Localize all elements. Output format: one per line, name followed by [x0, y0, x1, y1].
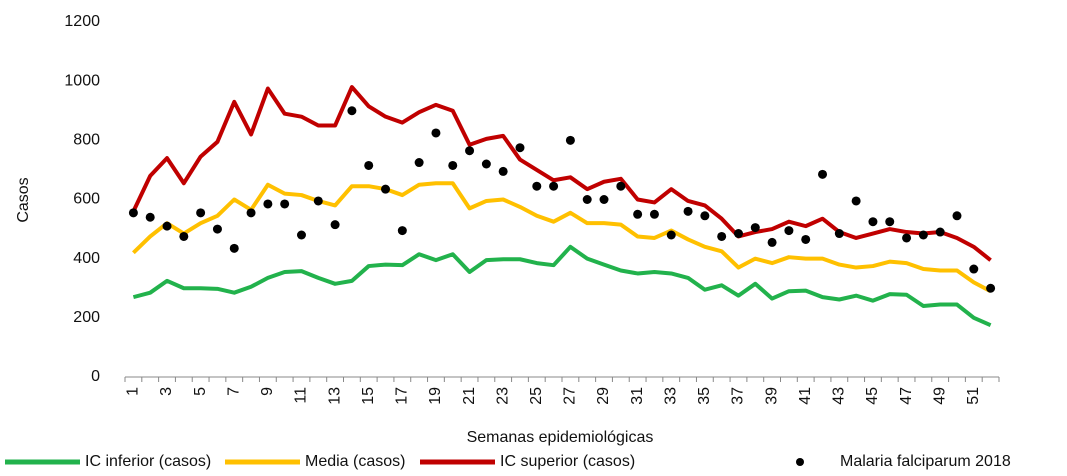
scatter-point — [145, 212, 155, 222]
scatter-point — [414, 158, 424, 168]
x-tick-label: 27 — [562, 387, 579, 405]
scatter-point — [683, 206, 693, 216]
scatter-point — [616, 181, 626, 191]
scatter-point — [733, 229, 743, 239]
legend-label: IC inferior (casos) — [85, 453, 211, 470]
scatter-point — [717, 231, 727, 241]
x-tick-label: 9 — [259, 387, 276, 396]
scatter-point — [918, 230, 928, 240]
scatter-point — [347, 106, 357, 116]
scatter-point — [330, 220, 340, 230]
scatter-point — [196, 208, 206, 218]
x-tick-label: 5 — [192, 387, 209, 396]
y-tick-label: 400 — [73, 250, 100, 267]
scatter-point — [532, 181, 542, 191]
x-tick-label: 43 — [831, 387, 848, 405]
y-tick-label: 800 — [73, 132, 100, 149]
scatter-point — [952, 211, 962, 221]
scatter-point — [549, 181, 559, 191]
scatter-point — [885, 217, 895, 227]
scatter-point — [162, 221, 172, 231]
scatter-point — [397, 226, 407, 236]
scatter-point — [986, 283, 996, 293]
scatter-point — [296, 230, 306, 240]
x-tick-label: 47 — [898, 387, 915, 405]
y-tick-label: 200 — [73, 309, 100, 326]
x-tick-label: 23 — [494, 387, 511, 405]
x-tick-label: 45 — [864, 387, 881, 405]
line-series — [132, 181, 992, 293]
scatter-point — [902, 233, 912, 243]
scatter-point — [229, 243, 239, 253]
scatter-point — [935, 227, 945, 237]
x-tick-label: 3 — [158, 387, 175, 396]
scatter-point — [700, 211, 710, 221]
y-tick-label: 1000 — [64, 72, 100, 89]
legend-marker — [796, 458, 804, 466]
scatter-point — [969, 264, 979, 274]
x-axis-title: Semanas epidemiológicas — [467, 429, 654, 446]
x-tick-label: 25 — [528, 387, 545, 405]
scatter-point — [448, 160, 458, 170]
scatter-point — [498, 166, 508, 176]
scatter-point — [565, 135, 575, 145]
scatter-point — [246, 208, 256, 218]
scatter-point — [801, 234, 811, 244]
legend-label: Media (casos) — [305, 453, 405, 470]
x-tick-label: 19 — [427, 387, 444, 405]
scatter-point — [851, 196, 861, 206]
x-tick-label: 31 — [629, 387, 646, 405]
x-tick-label: 41 — [797, 387, 814, 405]
legend-label: Malaria falciparum 2018 — [840, 453, 1011, 470]
x-tick-label: 39 — [763, 387, 780, 405]
x-tick-label: 11 — [293, 387, 310, 404]
x-tick-label: 7 — [225, 387, 242, 396]
x-tick-label: 21 — [461, 387, 478, 405]
x-tick-label: 15 — [360, 387, 377, 405]
line-series — [132, 244, 992, 328]
x-tick-label: 35 — [696, 387, 713, 405]
y-axis-title: Casos — [15, 177, 32, 222]
scatter-point — [364, 160, 374, 170]
scatter-point — [582, 195, 592, 204]
x-tick-label: 33 — [662, 387, 679, 405]
scatter-point — [179, 231, 189, 241]
scatter-point — [465, 146, 475, 156]
x-tick-label: 51 — [965, 387, 982, 405]
scatter-point — [128, 208, 138, 218]
scatter-point — [649, 209, 659, 219]
scatter-point — [313, 196, 323, 206]
scatter-point — [481, 159, 491, 169]
scatter-point — [784, 226, 794, 236]
x-tick-label: 1 — [125, 387, 142, 396]
scatter-point — [818, 169, 828, 179]
scatter-point — [212, 224, 222, 234]
scatter-point — [263, 199, 273, 209]
y-tick-label: 0 — [91, 368, 100, 385]
scatter-point — [834, 229, 844, 239]
scatter-point — [666, 230, 676, 240]
x-tick-label: 29 — [595, 387, 612, 405]
line-series — [131, 85, 992, 262]
scatter-point — [431, 128, 441, 138]
x-tick-label: 37 — [730, 387, 747, 405]
scatter-point — [767, 237, 777, 247]
scatter-point — [381, 184, 391, 194]
scatter-point — [750, 223, 760, 233]
scatter-point — [280, 199, 290, 209]
x-tick-label: 17 — [394, 387, 411, 405]
y-tick-label: 1200 — [64, 13, 100, 30]
scatter-point — [633, 209, 643, 219]
x-tick-label: 13 — [326, 387, 343, 405]
scatter-point — [599, 195, 609, 204]
scatter-point — [868, 217, 878, 227]
x-tick-label: 49 — [931, 387, 948, 405]
scatter-point — [515, 143, 525, 153]
y-tick-label: 600 — [73, 191, 100, 208]
legend-label: IC superior (casos) — [500, 453, 635, 470]
